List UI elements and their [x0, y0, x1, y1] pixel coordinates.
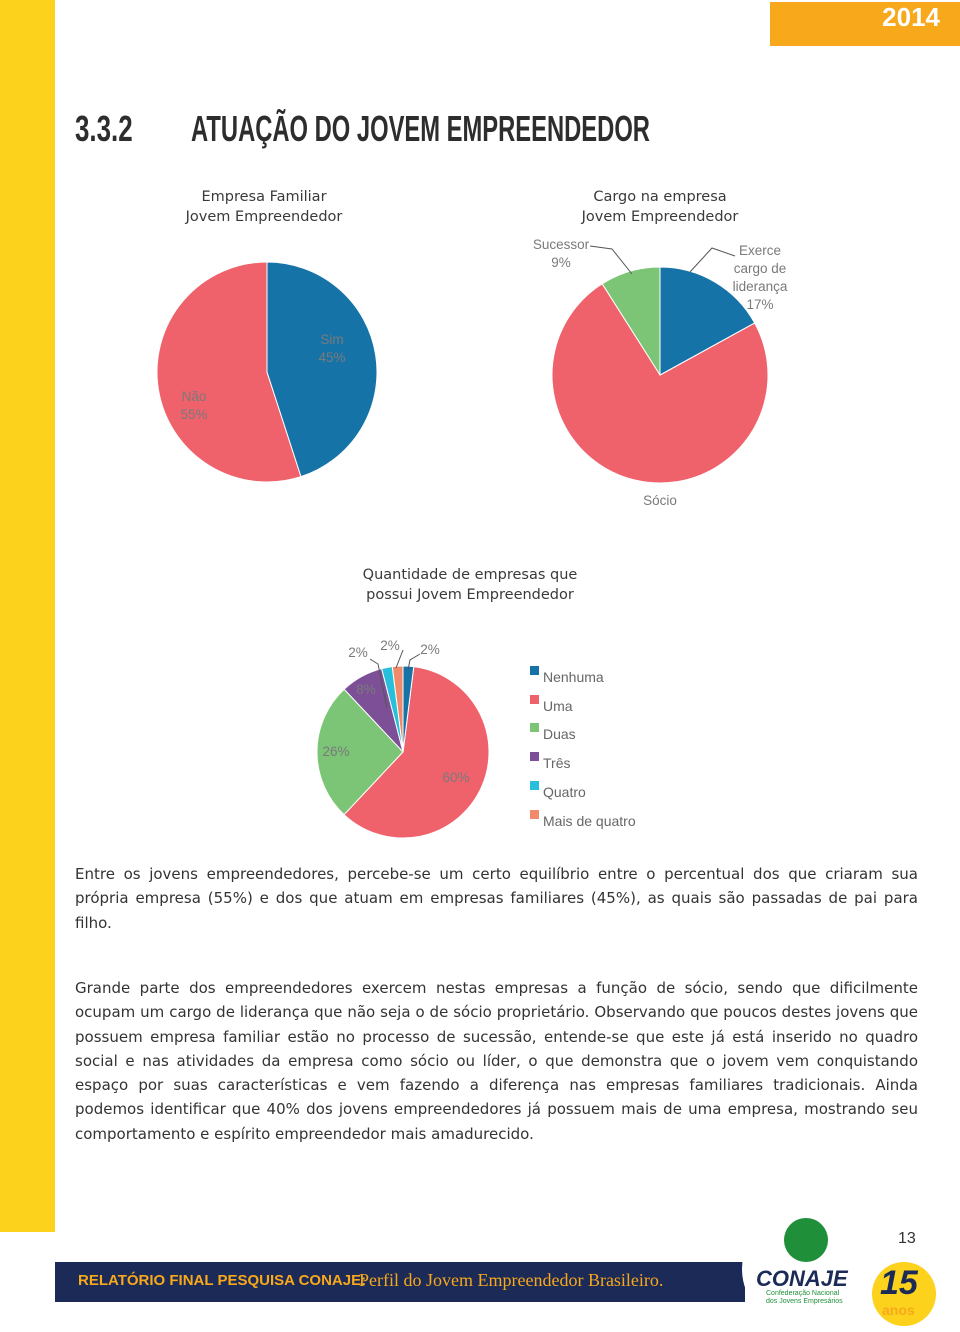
pie-label-value: 17%: [746, 297, 774, 312]
pie-label-name: Sucessor: [532, 237, 590, 252]
legend-label: Duas: [543, 726, 576, 743]
chart-title-line: Jovem Empreendedor: [185, 209, 343, 225]
pie-label: Sucessor 9%: [521, 236, 601, 272]
pie-label-value: 60%: [442, 770, 470, 785]
section-number: 3.3.2: [75, 108, 133, 149]
leader-line: [407, 653, 421, 671]
legend-label: Nenhuma: [543, 669, 604, 685]
pie-label-value: 55%: [180, 407, 208, 422]
chart-title: Empresa Familiar Jovem Empreendedor: [114, 187, 414, 227]
chart-title: Quantidade de empresas que possui Jovem E…: [320, 565, 620, 605]
chart-title-line: Empresa Familiar: [201, 189, 327, 205]
pie-slice: [551, 283, 769, 484]
paragraph: Grande parte dos empreendedores exercem …: [75, 979, 918, 1143]
pie-label: 26%: [296, 743, 376, 761]
pie-label-value: 45%: [318, 350, 346, 365]
pie-label-name: Sócio: [643, 493, 677, 508]
anniversary-badge: 15 anos: [872, 1262, 936, 1326]
pie-label-value: 2%: [420, 642, 440, 657]
pie-label-value: 8%: [356, 682, 376, 697]
leader-line: [589, 245, 633, 275]
pie-label: 8%: [326, 681, 406, 699]
logo-org-line: Confederação Nacional: [766, 1290, 840, 1297]
pie-label: Sim 45%: [292, 331, 372, 367]
logo-years: 15: [880, 1264, 918, 1302]
leader-line: [689, 247, 736, 273]
paragraph: Entre os jovens empreendedores, percebe-…: [75, 865, 918, 932]
legend-swatch: [530, 694, 539, 704]
pie-label-name: Exerce cargo de liderança: [732, 243, 788, 294]
pie-slice: [156, 261, 302, 483]
legend-swatch: [530, 752, 539, 762]
leader-line: [369, 658, 388, 709]
logo-org: Confederação Nacional dos Jovens Empresá…: [766, 1290, 843, 1306]
footer-report: RELATÓRIO FINAL PESQUISA CONAJE:: [78, 1272, 367, 1289]
legend-label: Mais de quatro: [543, 812, 636, 829]
pie-label-value: 26%: [322, 744, 350, 759]
year-box: [770, 2, 960, 46]
pie-label-name: Sim: [320, 332, 344, 347]
pie-slice: [316, 688, 404, 816]
pie-label: Exerce cargo de liderança 17%: [720, 242, 800, 314]
legend-label: Uma: [543, 697, 573, 714]
footer-subtitle: Perfil do Jovem Empreendedor Brasileiro.: [359, 1270, 664, 1290]
pie-slice: [266, 261, 378, 478]
pie-slice: [659, 266, 756, 376]
footer-band: [55, 1262, 745, 1302]
legend-label: Três: [543, 755, 571, 772]
side-strip: [0, 0, 55, 1232]
pie-label-value: 2%: [380, 638, 400, 653]
pie-slice: [343, 666, 490, 839]
page-number: 13: [898, 1230, 916, 1247]
chart-title-line: Cargo na empresa: [593, 189, 727, 205]
chart-title-line: Jovem Empreendedor: [581, 209, 739, 225]
pie-label: 60%: [416, 769, 496, 787]
pie-label: 2%: [318, 644, 398, 662]
pie-label: Sócio: [620, 492, 700, 510]
logo-bg: CONAJE Confederação Nacional dos Jovens …: [742, 1210, 882, 1328]
year: 2014: [882, 2, 940, 32]
pie-label-value: 9%: [551, 255, 571, 270]
logo-years-label: anos: [882, 1302, 915, 1318]
pie-label-value: 2%: [348, 645, 368, 660]
legend-swatch: [530, 809, 539, 819]
legend-swatch: [530, 723, 539, 733]
pie-label: 2%: [390, 641, 470, 659]
legend-swatch: [530, 666, 539, 675]
chart-title-line: possui Jovem Empreendedor: [366, 587, 574, 603]
leader-lines: [369, 245, 736, 709]
logo-org-line: dos Jovens Empresários: [766, 1298, 843, 1305]
logo-mark: [784, 1218, 828, 1262]
pie-label-name: Não: [181, 389, 207, 404]
section-title: ATUAÇÃO DO JOVEM EMPREENDEDOR: [191, 108, 650, 149]
pie-label: Não 55%: [154, 388, 234, 424]
logo-name: CONAJE: [756, 1266, 848, 1291]
chart-title: Cargo na empresa Jovem Empreendedor: [510, 187, 810, 227]
pie-label: 2%: [350, 637, 430, 655]
legend-label: Quatro: [543, 783, 586, 800]
chart-title-line: Quantidade de empresas que: [362, 567, 578, 583]
legend-swatch: [530, 780, 539, 790]
leader-line: [395, 649, 404, 669]
